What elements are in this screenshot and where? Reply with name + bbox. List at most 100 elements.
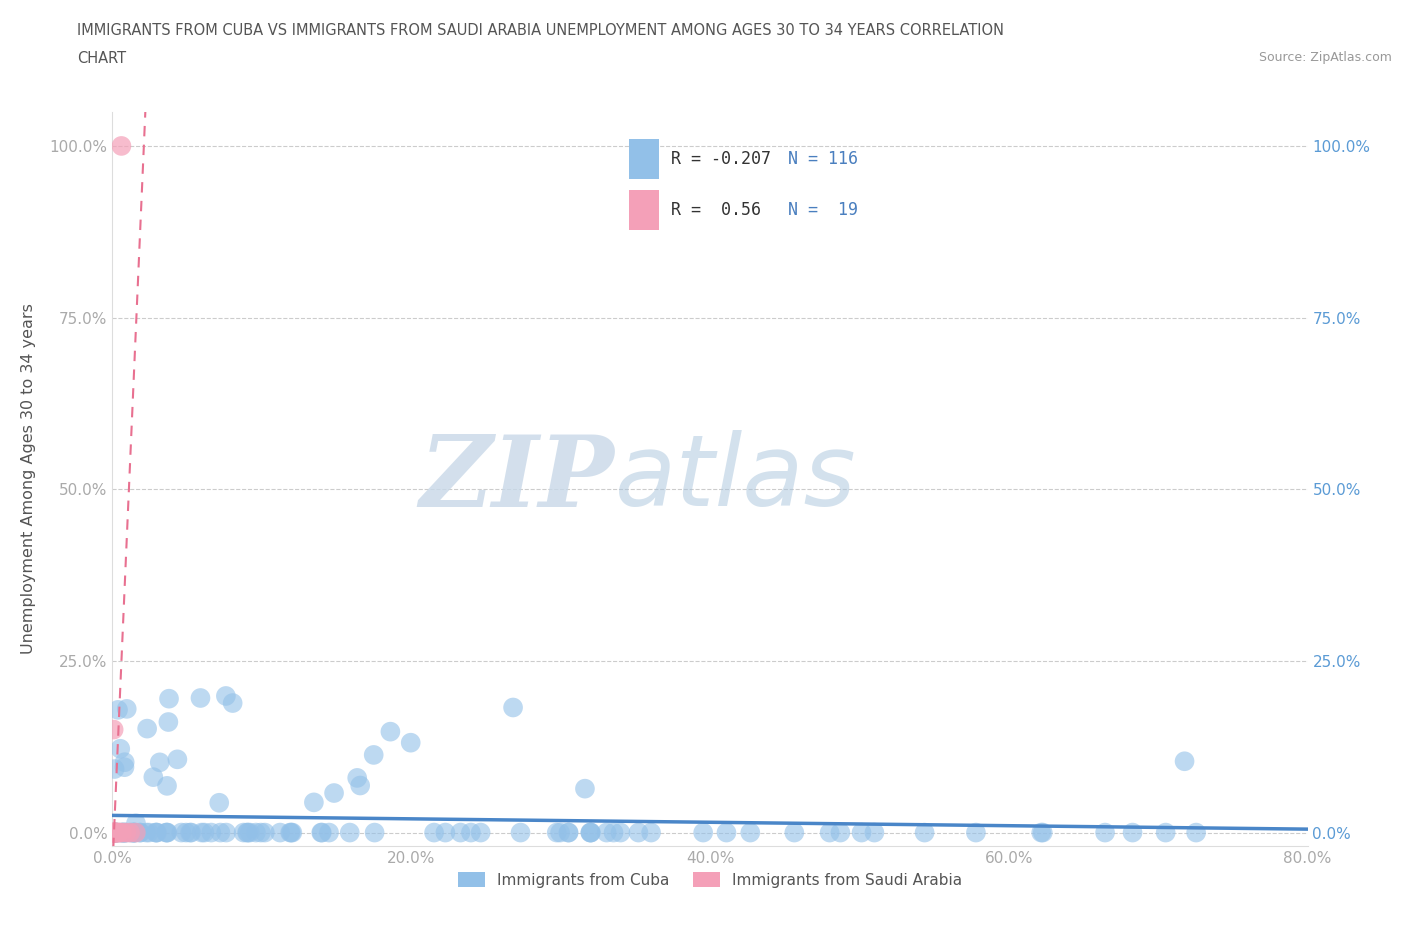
Point (1174, 754, 1197, 769)
Point (103, 825, 125, 840)
Point (236, 825, 259, 840)
Point (107, 825, 129, 840)
Point (125, 816, 148, 830)
Point (115, 825, 138, 840)
Point (716, 825, 738, 840)
Point (509, 825, 531, 840)
Point (101, 825, 124, 840)
Point (180, 825, 202, 840)
Point (104, 825, 127, 840)
Point (579, 825, 602, 840)
Point (363, 825, 385, 840)
Text: atlas: atlas (614, 431, 856, 527)
Point (156, 778, 179, 793)
Point (157, 714, 180, 729)
Point (250, 825, 273, 840)
Point (156, 825, 179, 840)
Point (215, 825, 238, 840)
Point (1154, 825, 1177, 840)
Point (170, 825, 193, 840)
Point (215, 688, 238, 703)
Point (574, 781, 596, 796)
Point (1094, 825, 1116, 840)
Point (783, 825, 806, 840)
Point (105, 825, 128, 840)
Point (103, 825, 125, 840)
Point (114, 825, 136, 840)
Point (692, 825, 714, 840)
Point (156, 825, 179, 840)
Point (110, 741, 132, 756)
Point (190, 691, 212, 706)
Point (302, 795, 325, 810)
Point (103, 825, 125, 840)
Point (548, 825, 571, 840)
Point (399, 736, 422, 751)
Point (110, 825, 132, 840)
Point (193, 825, 215, 840)
Point (114, 825, 136, 840)
Point (363, 748, 385, 763)
Point (157, 691, 180, 706)
Point (278, 825, 301, 840)
Point (280, 825, 302, 840)
Point (208, 795, 231, 810)
Point (965, 825, 987, 840)
Text: IMMIGRANTS FROM CUBA VS IMMIGRANTS FROM SAUDI ARABIA UNEMPLOYMENT AMONG AGES 30 : IMMIGRANTS FROM CUBA VS IMMIGRANTS FROM … (77, 23, 1004, 38)
Point (546, 825, 568, 840)
Point (103, 722, 125, 737)
Point (107, 702, 129, 717)
Point (863, 825, 886, 840)
Point (579, 825, 602, 840)
Point (595, 825, 617, 840)
Y-axis label: Unemployment Among Ages 30 to 34 years: Unemployment Among Ages 30 to 34 years (21, 303, 35, 655)
Point (609, 825, 631, 840)
Point (125, 825, 148, 840)
Point (221, 696, 243, 711)
Point (579, 825, 602, 840)
Point (107, 825, 129, 840)
Point (129, 825, 152, 840)
Point (105, 825, 128, 840)
Text: CHART: CHART (77, 51, 127, 66)
Point (818, 825, 841, 840)
Point (174, 825, 197, 840)
Point (114, 760, 136, 775)
Point (114, 825, 136, 840)
Point (253, 825, 276, 840)
Point (120, 825, 142, 840)
Point (145, 825, 167, 840)
Point (104, 825, 127, 840)
Point (557, 825, 579, 840)
Point (346, 770, 368, 785)
Point (190, 825, 212, 840)
Point (423, 825, 446, 840)
Point (179, 825, 201, 840)
Point (122, 825, 145, 840)
Point (142, 770, 165, 785)
Point (557, 825, 579, 840)
Point (124, 825, 146, 840)
Point (830, 825, 852, 840)
Point (111, 825, 134, 840)
Point (380, 724, 402, 739)
Text: Source: ZipAtlas.com: Source: ZipAtlas.com (1258, 51, 1392, 64)
Point (434, 825, 457, 840)
Point (136, 721, 159, 736)
Point (110, 139, 132, 153)
Point (1031, 825, 1053, 840)
Point (112, 825, 135, 840)
Point (146, 825, 169, 840)
Point (914, 825, 936, 840)
Point (138, 825, 160, 840)
Point (120, 825, 142, 840)
Point (318, 825, 340, 840)
Point (236, 825, 259, 840)
Point (122, 825, 145, 840)
Point (166, 751, 188, 766)
Point (115, 701, 138, 716)
Point (232, 825, 254, 840)
Point (155, 825, 177, 840)
Point (1032, 825, 1054, 840)
Legend: Immigrants from Cuba, Immigrants from Saudi Arabia: Immigrants from Cuba, Immigrants from Sa… (451, 866, 969, 894)
